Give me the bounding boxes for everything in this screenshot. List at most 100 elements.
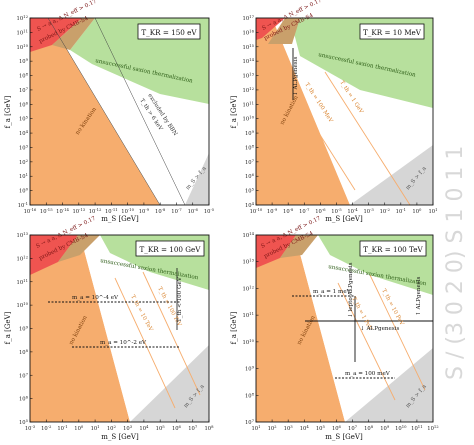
side-watermark: S / (3 0 2 0) S 1 0 1 1 (443, 146, 468, 380)
tick-label: 10-14 (56, 207, 69, 215)
boundary-line (94, 17, 186, 206)
tan-region (268, 18, 300, 44)
tick-label: 1011 (411, 424, 422, 432)
tick-label: 103 (284, 424, 294, 432)
tick-label: 1010 (17, 43, 29, 51)
tick-label: 102 (268, 424, 278, 432)
tick-label: 10-9 (267, 207, 278, 215)
tick-label: 10-7 (299, 207, 310, 215)
tick-label: 105 (19, 115, 29, 123)
tick-label: 10-11 (105, 207, 118, 215)
tick-label: 10-12 (89, 207, 102, 215)
tick-label: 108 (245, 391, 255, 399)
tick-label: 1013 (17, 231, 29, 239)
y-axis-label: f_a [GeV] (230, 311, 238, 344)
tick-label: 10-2 (41, 424, 52, 432)
tick-label: 1012 (427, 424, 439, 432)
alpgenesis-label-down: ↓ ALPgenesis (360, 325, 399, 332)
threshold-line-2 (142, 271, 201, 396)
tick-label: 10-1 (57, 424, 67, 432)
plot-frame (255, 234, 434, 423)
tick-label: 107 (245, 158, 255, 166)
tick-label: 105 (19, 418, 29, 426)
tick-label: 1010 (243, 338, 255, 346)
ma-label-2: m_a = 100 meV (345, 371, 391, 377)
orange-region (256, 235, 345, 422)
alpgenesis-label-up: ↑ ALPgenesis (415, 277, 422, 316)
red-region (30, 18, 82, 52)
tick-label: 103 (123, 424, 133, 432)
tick-label: 108 (204, 424, 214, 432)
tick-label: 10-6 (188, 207, 199, 215)
tick-label: 10-6 (315, 207, 326, 215)
tick-label: 10-10 (250, 207, 263, 215)
tick-label: 109 (19, 57, 29, 65)
orange-region (30, 18, 160, 205)
tick-label: 10-3 (363, 207, 374, 215)
gray-region (130, 345, 209, 422)
tkr-box (137, 23, 201, 40)
y-tick-labels: 104 105 106 107 108 109 1010 1011 1012 1013 1014 10… (243, 14, 259, 209)
panel-4: S → a a, Δ N_eff > 0.17 probed by CMB-S4… (230, 215, 439, 441)
tick-label: 105 (316, 424, 326, 432)
ewk-label: T_th < 100 GeV (177, 276, 183, 322)
tick-label: 100 (19, 187, 29, 195)
tick-label: 102 (107, 424, 117, 432)
tkr-box (359, 23, 425, 40)
tan-region (280, 235, 318, 258)
tick-label: 1011 (243, 100, 254, 108)
tick-label: 10-5 (204, 207, 215, 215)
gray-region (185, 153, 209, 205)
tick-label: 1012 (243, 284, 255, 292)
tick-label: 109 (19, 325, 29, 333)
tick-label: 106 (245, 172, 255, 180)
tkr-label: T_KR = 150 eV (141, 28, 197, 37)
tick-label: 10-1 (396, 207, 406, 215)
tick-label: 10-4 (347, 207, 358, 215)
tick-label: 10-1 (18, 201, 28, 209)
tick-label: 101 (91, 424, 100, 432)
tick-label: 1016 (243, 28, 255, 36)
threshold-line-1 (283, 77, 356, 191)
green-region (70, 18, 209, 104)
tick-label: 105 (156, 424, 166, 432)
ma-label-2: m_a = 10^-2 eV (100, 339, 147, 346)
tick-label: 108 (19, 72, 29, 80)
gray-region (345, 348, 433, 422)
tick-label: 10-2 (380, 207, 391, 215)
tick-label: 1014 (243, 231, 255, 239)
plot-frame (255, 17, 434, 206)
x-axis-label: m_S [GeV] (101, 215, 139, 223)
white-region (272, 18, 433, 205)
tick-label: 107 (19, 371, 29, 379)
tick-label: 106 (332, 424, 342, 432)
tick-label: 10-8 (283, 207, 294, 215)
red-region (30, 235, 78, 275)
tick-label: 106 (19, 395, 29, 403)
panel-2: S → a a, Δ N_eff > 0.17 probed by CMB-S4… (230, 0, 438, 223)
tick-label: 104 (139, 424, 149, 432)
tick-label: 1011 (17, 278, 28, 286)
tick-label: 10-5 (331, 207, 342, 215)
tick-label: 108 (19, 348, 29, 356)
red-region (256, 235, 296, 268)
tick-label: 107 (19, 86, 29, 94)
x-tick-labels: 10-3 10-2 10-1 100 101 102 103 104 105 106 107 108 (25, 419, 214, 432)
tkr-label: T_KR = 10 MeV (363, 28, 422, 37)
x-tick-labels: 10-10 10-9 10-8 10-7 10-6 10-5 10-4 10-3 10-2 10-… (250, 202, 438, 215)
tick-label: 1012 (17, 254, 29, 262)
tick-label: 10-3 (25, 424, 36, 432)
y-tick-labels: 105 106 107 108 109 1010 1011 1012 1013 (17, 231, 33, 426)
tkr-label: T_KR = 100 GeV (140, 245, 202, 254)
tick-label: 1010 (243, 115, 255, 123)
orange-region (30, 235, 130, 422)
threshold-line-2 (324, 71, 411, 206)
green-region (290, 18, 433, 108)
x-axis-label: m_S [GeV] (101, 433, 139, 441)
tick-label: 10-15 (40, 207, 53, 215)
tick-label: 1015 (243, 43, 255, 51)
ma-label-1: m_a = 10^-4 eV (72, 294, 119, 301)
tick-label: 10-7 (171, 207, 182, 215)
y-tick-labels: 10-1 100 101 102 103 104 105 106 107 108 109 1010 10… (17, 14, 33, 209)
